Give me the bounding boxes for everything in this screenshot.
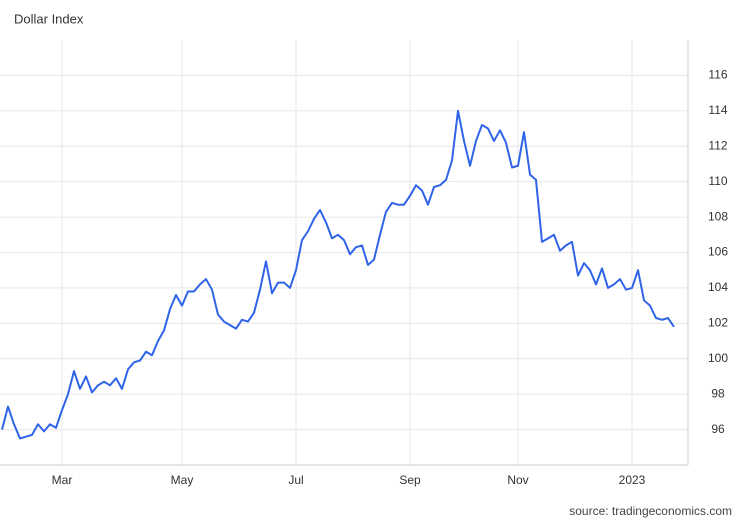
y-tick-label: 96: [711, 422, 725, 436]
chart-title: Dollar Index: [14, 11, 84, 26]
y-tick-label: 112: [708, 138, 727, 152]
x-tick-label: Nov: [507, 473, 528, 487]
data-line: [1, 109, 675, 440]
y-tick-label: 100: [708, 351, 728, 365]
x-tick-label: May: [171, 473, 194, 487]
y-tick-label: 106: [708, 245, 728, 259]
y-tick-label: 104: [708, 280, 728, 294]
x-tick-label: Sep: [399, 473, 421, 487]
x-tick-label: Jul: [288, 473, 303, 487]
y-tick-label: 116: [708, 68, 727, 82]
source: source: tradingeconomics.com: [569, 504, 732, 518]
y-tick-label: 108: [708, 209, 728, 223]
x-tick-label: Mar: [52, 473, 73, 487]
y-tick-label: 102: [708, 316, 728, 330]
y-tick-label: 110: [708, 174, 727, 188]
x-tick-label: 2023: [619, 473, 646, 487]
y-tick-label: 98: [711, 386, 725, 400]
y-tick-label: 114: [708, 103, 727, 117]
